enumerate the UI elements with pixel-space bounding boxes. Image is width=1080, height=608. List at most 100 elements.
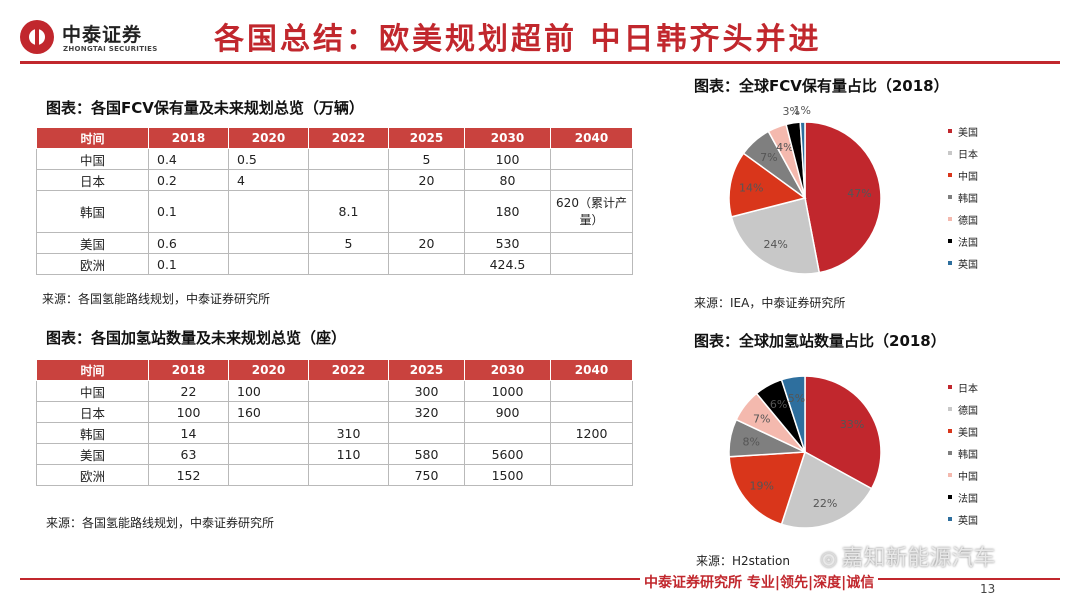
legend-label: 德国 bbox=[958, 215, 978, 227]
table-cell bbox=[228, 190, 309, 233]
table-cell bbox=[308, 380, 389, 402]
table-cell: 0.5 bbox=[228, 148, 309, 170]
fcv-table-header: 时间 2018 2020 2022 2025 2030 2040 bbox=[36, 127, 633, 149]
row-label: 韩国 bbox=[36, 422, 149, 444]
header-cell: 2030 bbox=[464, 359, 551, 381]
pie-data-label: 3% bbox=[783, 105, 800, 118]
row-label: 韩国 bbox=[36, 190, 149, 233]
pie-slice-日本 bbox=[804, 375, 882, 490]
header-cell: 2030 bbox=[464, 127, 551, 149]
table-cell: 0.1 bbox=[148, 253, 229, 275]
legend-label: 韩国 bbox=[958, 449, 978, 461]
pie-slice-德国 bbox=[780, 450, 873, 529]
legend-swatch bbox=[948, 261, 952, 265]
table-cell bbox=[550, 169, 633, 191]
pie-data-label: 47% bbox=[847, 187, 871, 200]
pie-data-label: 19% bbox=[750, 480, 774, 493]
table-cell bbox=[550, 232, 633, 254]
fcv-table-source: 来源：各国氢能路线规划，中泰证券研究所 bbox=[42, 292, 271, 306]
legend-swatch bbox=[948, 473, 952, 477]
station-table-header: 时间 2018 2020 2022 2025 2030 2040 bbox=[36, 359, 633, 381]
table-cell: 300 bbox=[388, 380, 465, 402]
logo-name-en: ZHONGTAI SECURITIES bbox=[63, 45, 158, 53]
table-cell: 20 bbox=[388, 232, 465, 254]
wechat-icon: ◎ bbox=[820, 546, 838, 570]
pie-data-label: 8% bbox=[743, 436, 760, 449]
table-row: 美国 0.6 5 20 530 bbox=[36, 232, 633, 254]
table-cell: 320 bbox=[388, 401, 465, 423]
footer-divider bbox=[20, 578, 1060, 580]
table-cell: 424.5 bbox=[464, 253, 551, 275]
pie-data-label: 5% bbox=[788, 392, 805, 405]
legend-item: 法国 bbox=[948, 486, 978, 508]
pie-slice-英国 bbox=[780, 375, 806, 453]
table-cell: 1000 bbox=[464, 380, 551, 402]
legend-item: 英国 bbox=[948, 508, 978, 530]
legend-swatch bbox=[948, 195, 952, 199]
header-cell: 2020 bbox=[228, 127, 309, 149]
row-label: 日本 bbox=[36, 401, 149, 423]
table-cell: 0.6 bbox=[148, 232, 229, 254]
legend-item: 日本 bbox=[948, 142, 978, 164]
header-cell: 时间 bbox=[36, 359, 149, 381]
table-cell bbox=[550, 380, 633, 402]
fcv-pie-chart: 47% 24% 14% 7%4% 3%1% bbox=[728, 104, 882, 275]
table-cell: 310 bbox=[308, 422, 389, 444]
legend-label: 英国 bbox=[958, 515, 978, 527]
header-cell: 2020 bbox=[228, 359, 309, 381]
header-cell: 2022 bbox=[308, 359, 389, 381]
page-title: 各国总结：欧美规划超前 中日韩齐头并进 bbox=[214, 22, 822, 57]
legend-swatch bbox=[948, 129, 952, 133]
pie-slice-中国 bbox=[728, 152, 807, 218]
legend-item: 韩国 bbox=[948, 442, 978, 464]
legend-label: 德国 bbox=[958, 405, 978, 417]
table-cell: 5 bbox=[388, 148, 465, 170]
header-cell: 2018 bbox=[148, 359, 229, 381]
table-cell: 100 bbox=[464, 148, 551, 170]
legend-item: 美国 bbox=[948, 420, 978, 442]
table-row: 日本 100 160 320 900 bbox=[36, 401, 633, 423]
pie-data-label: 7% bbox=[760, 151, 777, 164]
table-cell bbox=[550, 401, 633, 423]
fcv-table-title: 图表：各国FCV保有量及未来规划总览（万辆） bbox=[46, 99, 364, 117]
table-cell: 80 bbox=[464, 169, 551, 191]
pie-data-label: 6% bbox=[770, 398, 787, 411]
table-cell: 5 bbox=[308, 232, 389, 254]
legend-swatch bbox=[948, 151, 952, 155]
pie-data-label: 4% bbox=[776, 141, 793, 154]
fcv-pie-source: 来源：IEA，中泰证券研究所 bbox=[694, 296, 846, 310]
station-pie-source: 来源：H2station bbox=[696, 554, 790, 568]
pie-data-label: 7% bbox=[753, 412, 770, 425]
station-pie-legend: 日本 德国 美国 韩国 中国 法国 英国 bbox=[948, 376, 978, 530]
legend-swatch bbox=[948, 217, 952, 221]
watermark-text: 嘉知新能源汽车 bbox=[841, 546, 996, 571]
table-cell: 5600 bbox=[464, 443, 551, 465]
pie-slice-美国 bbox=[728, 451, 807, 526]
table-cell bbox=[550, 148, 633, 170]
legend-item: 法国 bbox=[948, 230, 978, 252]
legend-swatch bbox=[948, 173, 952, 177]
legend-label: 美国 bbox=[958, 127, 978, 139]
legend-label: 英国 bbox=[958, 259, 978, 271]
table-cell bbox=[464, 422, 551, 444]
pie-slice-日本 bbox=[730, 197, 821, 275]
fcv-table: 时间 2018 2020 2022 2025 2030 2040 中国 0.4 … bbox=[36, 127, 633, 275]
legend-label: 日本 bbox=[958, 383, 978, 395]
table-cell bbox=[228, 253, 309, 275]
title-divider bbox=[20, 61, 1060, 64]
pie-data-label: 33% bbox=[840, 418, 864, 431]
pie-data-label: 1% bbox=[794, 104, 811, 117]
table-cell bbox=[308, 401, 389, 423]
table-cell: 180 bbox=[464, 190, 551, 233]
legend-label: 美国 bbox=[958, 427, 978, 439]
legend-label: 法国 bbox=[958, 237, 978, 249]
table-cell bbox=[388, 422, 465, 444]
legend-item: 德国 bbox=[948, 398, 978, 420]
table-cell: 63 bbox=[148, 443, 229, 465]
legend-swatch bbox=[948, 429, 952, 433]
table-cell: 110 bbox=[308, 443, 389, 465]
table-cell bbox=[228, 422, 309, 444]
table-row: 日本 0.2 4 20 80 bbox=[36, 169, 633, 191]
row-label: 美国 bbox=[36, 232, 149, 254]
header-cell: 2040 bbox=[550, 127, 633, 149]
